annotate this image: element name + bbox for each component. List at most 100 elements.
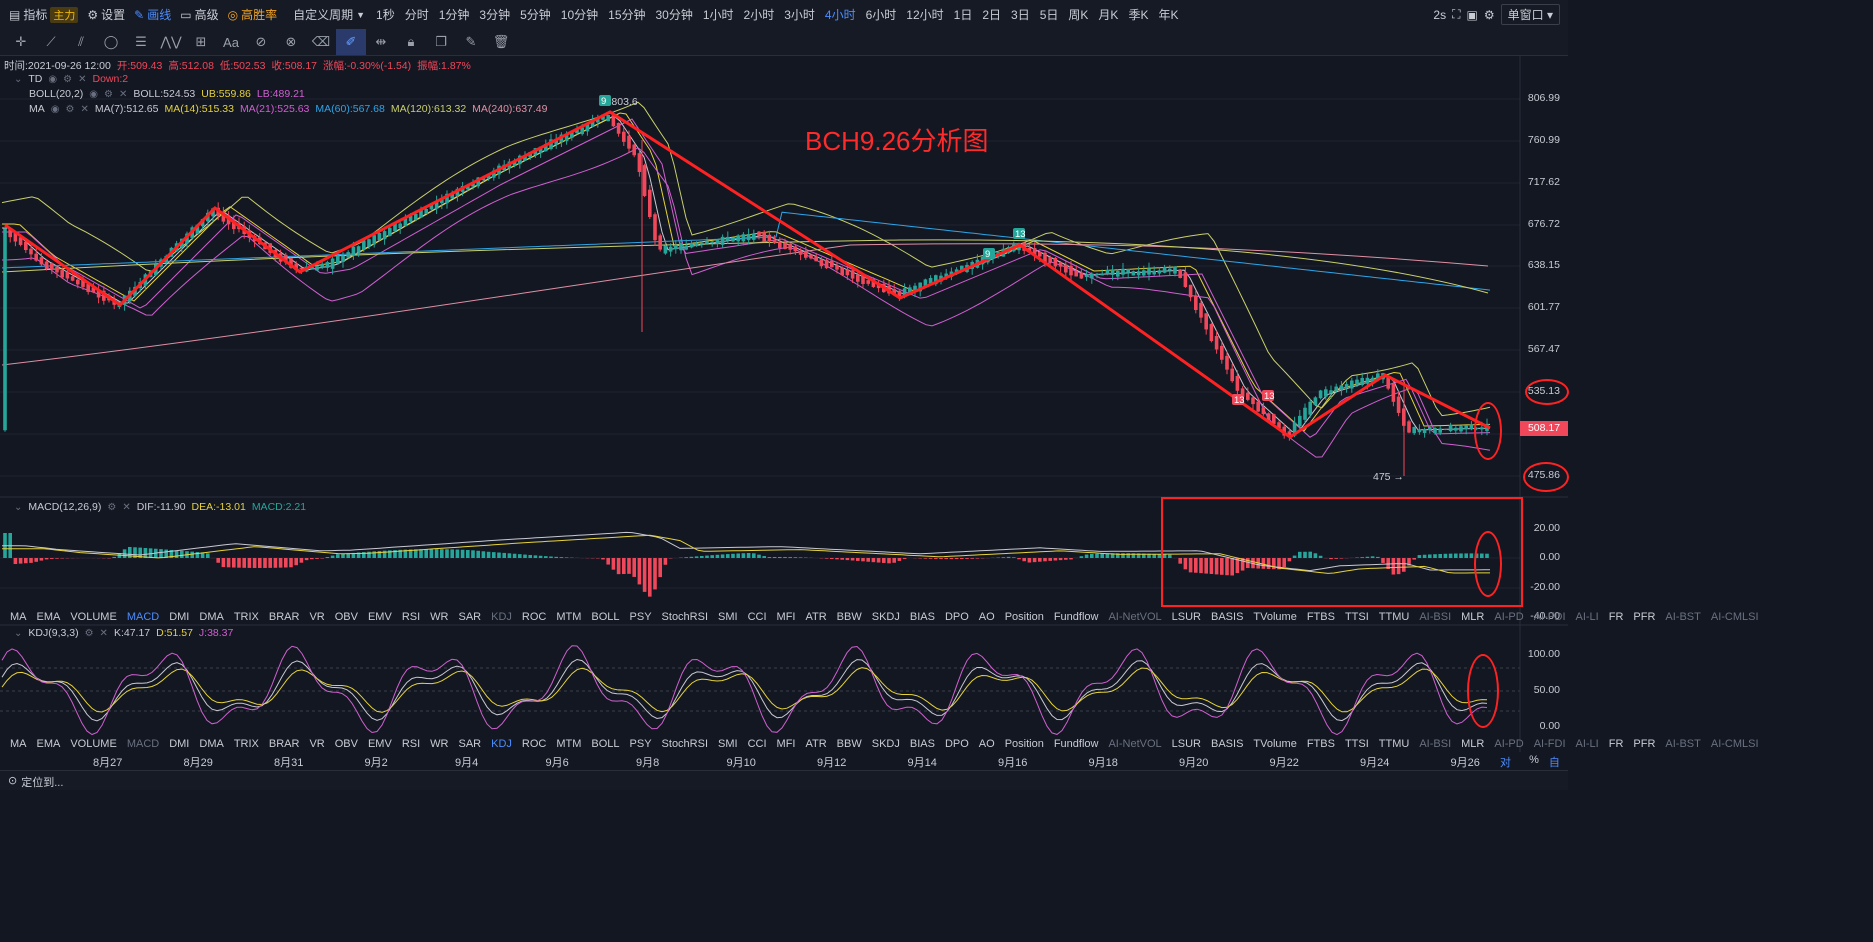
indicator-tab-roc[interactable]: ROC — [521, 610, 547, 623]
gear-icon[interactable]: ⚙ — [63, 73, 73, 85]
indicator-tab-pfr[interactable]: PFR — [1633, 610, 1656, 623]
compare-tool-icon[interactable]: ⇹ — [375, 34, 387, 49]
parallel-channel-tool-icon[interactable]: ⫽ — [78, 34, 84, 49]
percent-scale-toggle[interactable]: % — [1529, 754, 1539, 766]
indicator-tab-ttmu[interactable]: TTMU — [1378, 737, 1410, 750]
indicator-tab-ai-bsi[interactable]: AI-BSI — [1419, 610, 1452, 623]
indicator-tab-ai-li[interactable]: AI-LI — [1575, 737, 1599, 750]
indicator-tab-obv[interactable]: OBV — [334, 737, 358, 750]
indicator-tab-position[interactable]: Position — [1004, 737, 1044, 750]
period-5[interactable]: 10分钟 — [560, 8, 599, 22]
measure-tool-icon[interactable]: ⊞ — [195, 34, 207, 49]
copy-tool-icon[interactable]: ❐ — [435, 34, 447, 49]
period-13[interactable]: 12小时 — [906, 8, 944, 22]
indicator-tab-dpo[interactable]: DPO — [944, 737, 969, 750]
fibonacci-tool-icon[interactable]: ☰ — [135, 34, 147, 49]
period-16[interactable]: 3日 — [1011, 8, 1030, 22]
advanced-button[interactable]: ▭ 高级 — [180, 6, 218, 23]
indicator-tab-volume[interactable]: VOLUME — [70, 610, 117, 623]
period-4[interactable]: 5分钟 — [520, 8, 551, 22]
indicator-tab-mlr[interactable]: MLR — [1461, 610, 1485, 623]
indicator-tab-brar[interactable]: BRAR — [268, 737, 300, 750]
indicator-tab-basis[interactable]: BASIS — [1211, 737, 1244, 750]
indicator-tab-dmi[interactable]: DMI — [169, 737, 190, 750]
indicator-tab-sar[interactable]: SAR — [458, 737, 482, 750]
indicator-tab-atr[interactable]: ATR — [805, 610, 827, 623]
indicator-tab-ttsi[interactable]: TTSI — [1344, 610, 1369, 623]
indicator-tab-boll[interactable]: BOLL — [591, 610, 620, 623]
period-6[interactable]: 15分钟 — [608, 8, 646, 22]
indicator-tab-smi[interactable]: SMI — [718, 610, 738, 623]
indicator-tab-fundflow[interactable]: Fundflow — [1053, 610, 1099, 623]
eye-icon[interactable]: ◉ — [48, 73, 58, 85]
indicator-tab-trix[interactable]: TRIX — [233, 737, 259, 750]
indicator-tab-ai-cmlsi[interactable]: AI-CMLSI — [1710, 737, 1759, 750]
indicator-tab-ema[interactable]: EMA — [36, 737, 61, 750]
indicator-tab-kdj[interactable]: KDJ — [491, 610, 512, 623]
indicator-tab-fr[interactable]: FR — [1608, 610, 1624, 623]
indicator-tab-ftbs[interactable]: FTBS — [1306, 610, 1335, 623]
period-11[interactable]: 4小时 — [824, 8, 856, 22]
locate-button[interactable]: ⊙ 定位到... — [8, 774, 63, 790]
indicator-tab-ai-netvol[interactable]: AI-NetVOL — [1108, 737, 1162, 750]
indicator-tab-skdj[interactable]: SKDJ — [871, 610, 900, 623]
indicator-tab-sar[interactable]: SAR — [458, 610, 482, 623]
indicator-tab-fundflow[interactable]: Fundflow — [1053, 737, 1099, 750]
indicator-tab-mtm[interactable]: MTM — [556, 737, 582, 750]
indicator-tab-brar[interactable]: BRAR — [268, 610, 300, 623]
period-8[interactable]: 1小时 — [702, 8, 734, 22]
eye-icon[interactable]: ◉ — [50, 103, 60, 115]
close-icon[interactable]: ✕ — [99, 627, 108, 639]
indicator-tab-position[interactable]: Position — [1004, 610, 1044, 623]
period-12[interactable]: 6小时 — [865, 8, 897, 22]
period-14[interactable]: 1日 — [953, 8, 973, 22]
indicator-tab-bbw[interactable]: BBW — [836, 737, 862, 750]
indicator-tab-cci[interactable]: CCI — [747, 737, 767, 750]
indicator-tab-ao[interactable]: AO — [978, 737, 995, 750]
draw-mode-icon[interactable]: ✐ — [336, 29, 366, 55]
period-3[interactable]: 3分钟 — [479, 8, 511, 22]
indicator-tab-vr[interactable]: VR — [309, 610, 325, 623]
indicator-tab-fr[interactable]: FR — [1608, 737, 1624, 750]
close-icon[interactable]: ✕ — [78, 73, 87, 85]
indicator-tab-mlr[interactable]: MLR — [1461, 737, 1485, 750]
period-17[interactable]: 5日 — [1039, 8, 1059, 22]
indicator-tab-lsur[interactable]: LSUR — [1171, 610, 1201, 623]
indicator-tab-bias[interactable]: BIAS — [909, 737, 935, 750]
collapse-chevron-icon[interactable]: ⌄ — [14, 73, 23, 85]
indicator-tab-ai-fdi[interactable]: AI-FDI — [1533, 610, 1566, 623]
gear-icon[interactable]: ⚙ — [107, 501, 117, 513]
indicator-tab-ai-netvol[interactable]: AI-NetVOL — [1108, 610, 1162, 623]
indicator-tab-rsi[interactable]: RSI — [401, 610, 421, 623]
indicator-tab-bbw[interactable]: BBW — [836, 610, 862, 623]
screenshot-icon[interactable]: ▣ — [1466, 7, 1478, 22]
indicator-tab-basis[interactable]: BASIS — [1211, 610, 1244, 623]
indicator-tab-tvolume[interactable]: TVolume — [1253, 737, 1297, 750]
indicator-tab-ao[interactable]: AO — [978, 610, 995, 623]
indicator-tab-obv[interactable]: OBV — [334, 610, 358, 623]
indicator-tab-psy[interactable]: PSY — [629, 610, 652, 623]
period-2[interactable]: 1分钟 — [438, 8, 470, 22]
period-9[interactable]: 2小时 — [743, 8, 775, 22]
period-21[interactable]: 年K — [1158, 8, 1179, 22]
close-icon[interactable]: ✕ — [80, 103, 89, 115]
indicator-tab-skdj[interactable]: SKDJ — [871, 737, 900, 750]
indicator-tab-dmi[interactable]: DMI — [169, 610, 190, 623]
indicator-tab-rsi[interactable]: RSI — [401, 737, 421, 750]
indicator-tab-kdj[interactable]: KDJ — [491, 737, 512, 750]
indicator-tab-ai-bst[interactable]: AI-BST — [1665, 610, 1701, 623]
indicator-tab-ai-fdi[interactable]: AI-FDI — [1533, 737, 1566, 750]
draw-button[interactable]: ✎ 画线 — [134, 6, 171, 23]
winrate-button[interactable]: ◎ 高胜率 — [228, 6, 278, 23]
text-tool-icon[interactable]: Aa — [223, 34, 239, 50]
trendline-tool-icon[interactable]: ⟋ — [46, 34, 56, 49]
settings-button[interactable]: ⚙ 设置 — [87, 6, 125, 23]
custom-period-dropdown[interactable]: 自定义周期 ▼ — [293, 6, 365, 23]
indicator-tab-wr[interactable]: WR — [430, 610, 449, 623]
indicator-tab-volume[interactable]: VOLUME — [70, 737, 117, 750]
indicator-tab-ai-li[interactable]: AI-LI — [1575, 610, 1599, 623]
collapse-chevron-icon[interactable]: ⌄ — [14, 501, 23, 513]
indicator-tab-ttsi[interactable]: TTSI — [1344, 737, 1369, 750]
eraser-tool-icon[interactable]: ⌫ — [311, 34, 331, 49]
indicator-tab-ma[interactable]: MA — [10, 610, 27, 623]
